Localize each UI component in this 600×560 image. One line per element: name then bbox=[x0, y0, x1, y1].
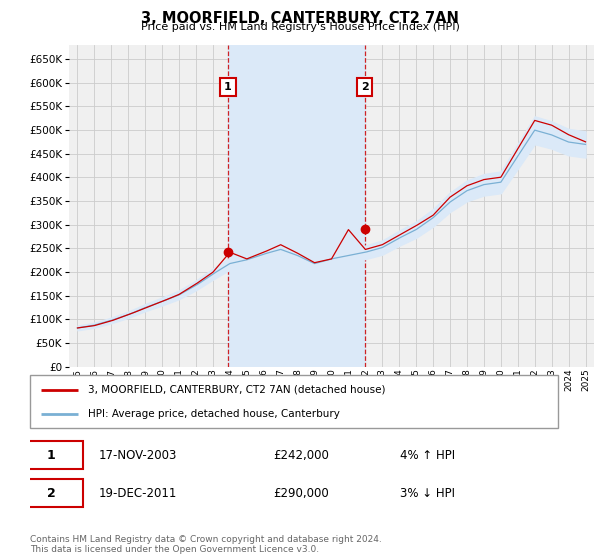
Text: 3, MOORFIELD, CANTERBURY, CT2 7AN: 3, MOORFIELD, CANTERBURY, CT2 7AN bbox=[141, 11, 459, 26]
Text: HPI: Average price, detached house, Canterbury: HPI: Average price, detached house, Cant… bbox=[88, 409, 340, 419]
Text: 1: 1 bbox=[224, 82, 232, 92]
Bar bbox=[228, 45, 365, 367]
FancyBboxPatch shape bbox=[19, 479, 83, 507]
FancyBboxPatch shape bbox=[19, 441, 83, 469]
Text: 17-NOV-2003: 17-NOV-2003 bbox=[98, 449, 177, 462]
Text: 3% ↓ HPI: 3% ↓ HPI bbox=[400, 487, 455, 500]
Text: 19-DEC-2011: 19-DEC-2011 bbox=[98, 487, 177, 500]
Text: £242,000: £242,000 bbox=[273, 449, 329, 462]
Text: 1: 1 bbox=[47, 449, 55, 462]
Text: £290,000: £290,000 bbox=[273, 487, 329, 500]
Text: 4% ↑ HPI: 4% ↑ HPI bbox=[400, 449, 455, 462]
Text: 2: 2 bbox=[47, 487, 55, 500]
Text: Price paid vs. HM Land Registry's House Price Index (HPI): Price paid vs. HM Land Registry's House … bbox=[140, 22, 460, 32]
FancyBboxPatch shape bbox=[30, 375, 558, 428]
Text: Contains HM Land Registry data © Crown copyright and database right 2024.
This d: Contains HM Land Registry data © Crown c… bbox=[30, 535, 382, 554]
Text: 2: 2 bbox=[361, 82, 368, 92]
Text: 3, MOORFIELD, CANTERBURY, CT2 7AN (detached house): 3, MOORFIELD, CANTERBURY, CT2 7AN (detac… bbox=[88, 385, 386, 395]
